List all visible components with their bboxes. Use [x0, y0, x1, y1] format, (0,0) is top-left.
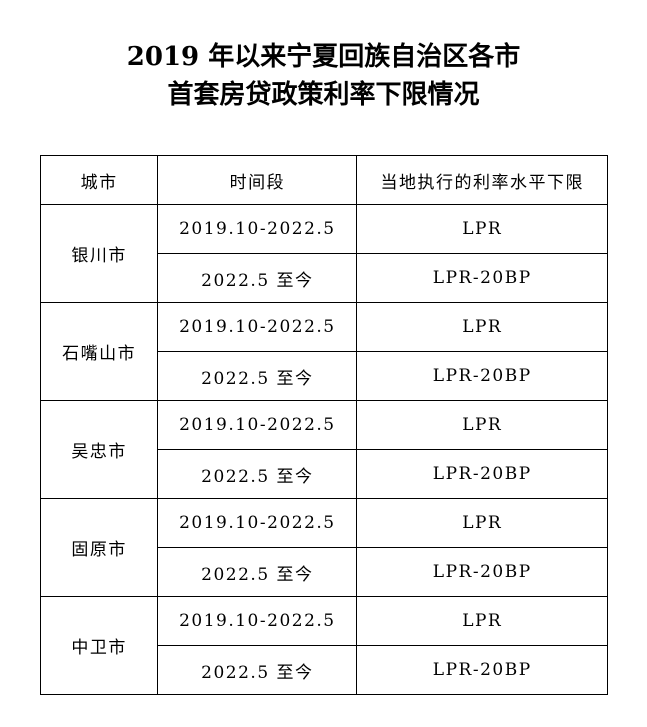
- rate-cell: LPR-20BP: [356, 645, 608, 695]
- period-cell: 2019.10-2022.5: [157, 400, 358, 450]
- rate-table: 城市 时间段 当地执行的利率水平下限 银川市 2019.10-2022.5 LPR 2…: [39, 155, 608, 695]
- table-row: 石嘴山市 2019.10-2022.5 LPR: [39, 302, 608, 401]
- city-cell: 中卫市: [39, 596, 159, 695]
- city-cell: 银川市: [39, 204, 159, 303]
- table-row: 吴忠市 2019.10-2022.5 LPR: [39, 400, 608, 499]
- table-header-row: 城市 时间段 当地执行的利率水平下限: [39, 155, 608, 205]
- table-row: 固原市 2019.10-2022.5 LPR: [39, 498, 608, 597]
- table-row: 2022.5 至今 LPR-20BP: [41, 253, 608, 303]
- city-cell: 石嘴山市: [39, 302, 159, 401]
- rate-cell: LPR: [356, 204, 608, 254]
- period-cell: 2022.5 至今: [157, 351, 358, 401]
- table-row: 中卫市 2019.10-2022.5 LPR: [39, 596, 608, 695]
- rate-cell: LPR-20BP: [356, 351, 608, 401]
- table-row: 2022.5 至今 LPR-20BP: [41, 645, 608, 695]
- period-cell: 2022.5 至今: [157, 449, 358, 499]
- period-cell: 2022.5 至今: [157, 645, 358, 695]
- period-cell: 2019.10-2022.5: [157, 498, 358, 548]
- period-cell: 2022.5 至今: [157, 253, 358, 303]
- header-rate: 当地执行的利率水平下限: [356, 155, 608, 205]
- header-period: 时间段: [157, 155, 358, 205]
- title-line-2: 首套房贷政策利率下限情况: [167, 80, 480, 110]
- period-cell: 2019.10-2022.5: [157, 204, 358, 254]
- table-row: 2022.5 至今 LPR-20BP: [41, 449, 608, 499]
- table-row: 2022.5 至今 LPR-20BP: [41, 547, 608, 597]
- rate-cell: LPR: [356, 596, 608, 646]
- rate-cell: LPR: [356, 400, 608, 450]
- rate-cell: LPR-20BP: [356, 547, 608, 597]
- city-cell: 吴忠市: [39, 400, 159, 499]
- rate-cell: LPR: [356, 498, 608, 548]
- header-city: 城市: [39, 155, 159, 205]
- table-row: 2022.5 至今 LPR-20BP: [41, 351, 608, 401]
- rate-cell: LPR: [356, 302, 608, 352]
- period-cell: 2022.5 至今: [157, 547, 358, 597]
- rate-cell: LPR-20BP: [356, 449, 608, 499]
- period-cell: 2019.10-2022.5: [157, 302, 358, 352]
- city-cell: 固原市: [39, 498, 159, 597]
- period-cell: 2019.10-2022.5: [157, 596, 358, 646]
- table-row: 银川市 2019.10-2022.5 LPR: [39, 204, 608, 303]
- rate-cell: LPR-20BP: [356, 253, 608, 303]
- title-line-1: 2019 年以来宁夏回族自治区各市: [126, 42, 521, 72]
